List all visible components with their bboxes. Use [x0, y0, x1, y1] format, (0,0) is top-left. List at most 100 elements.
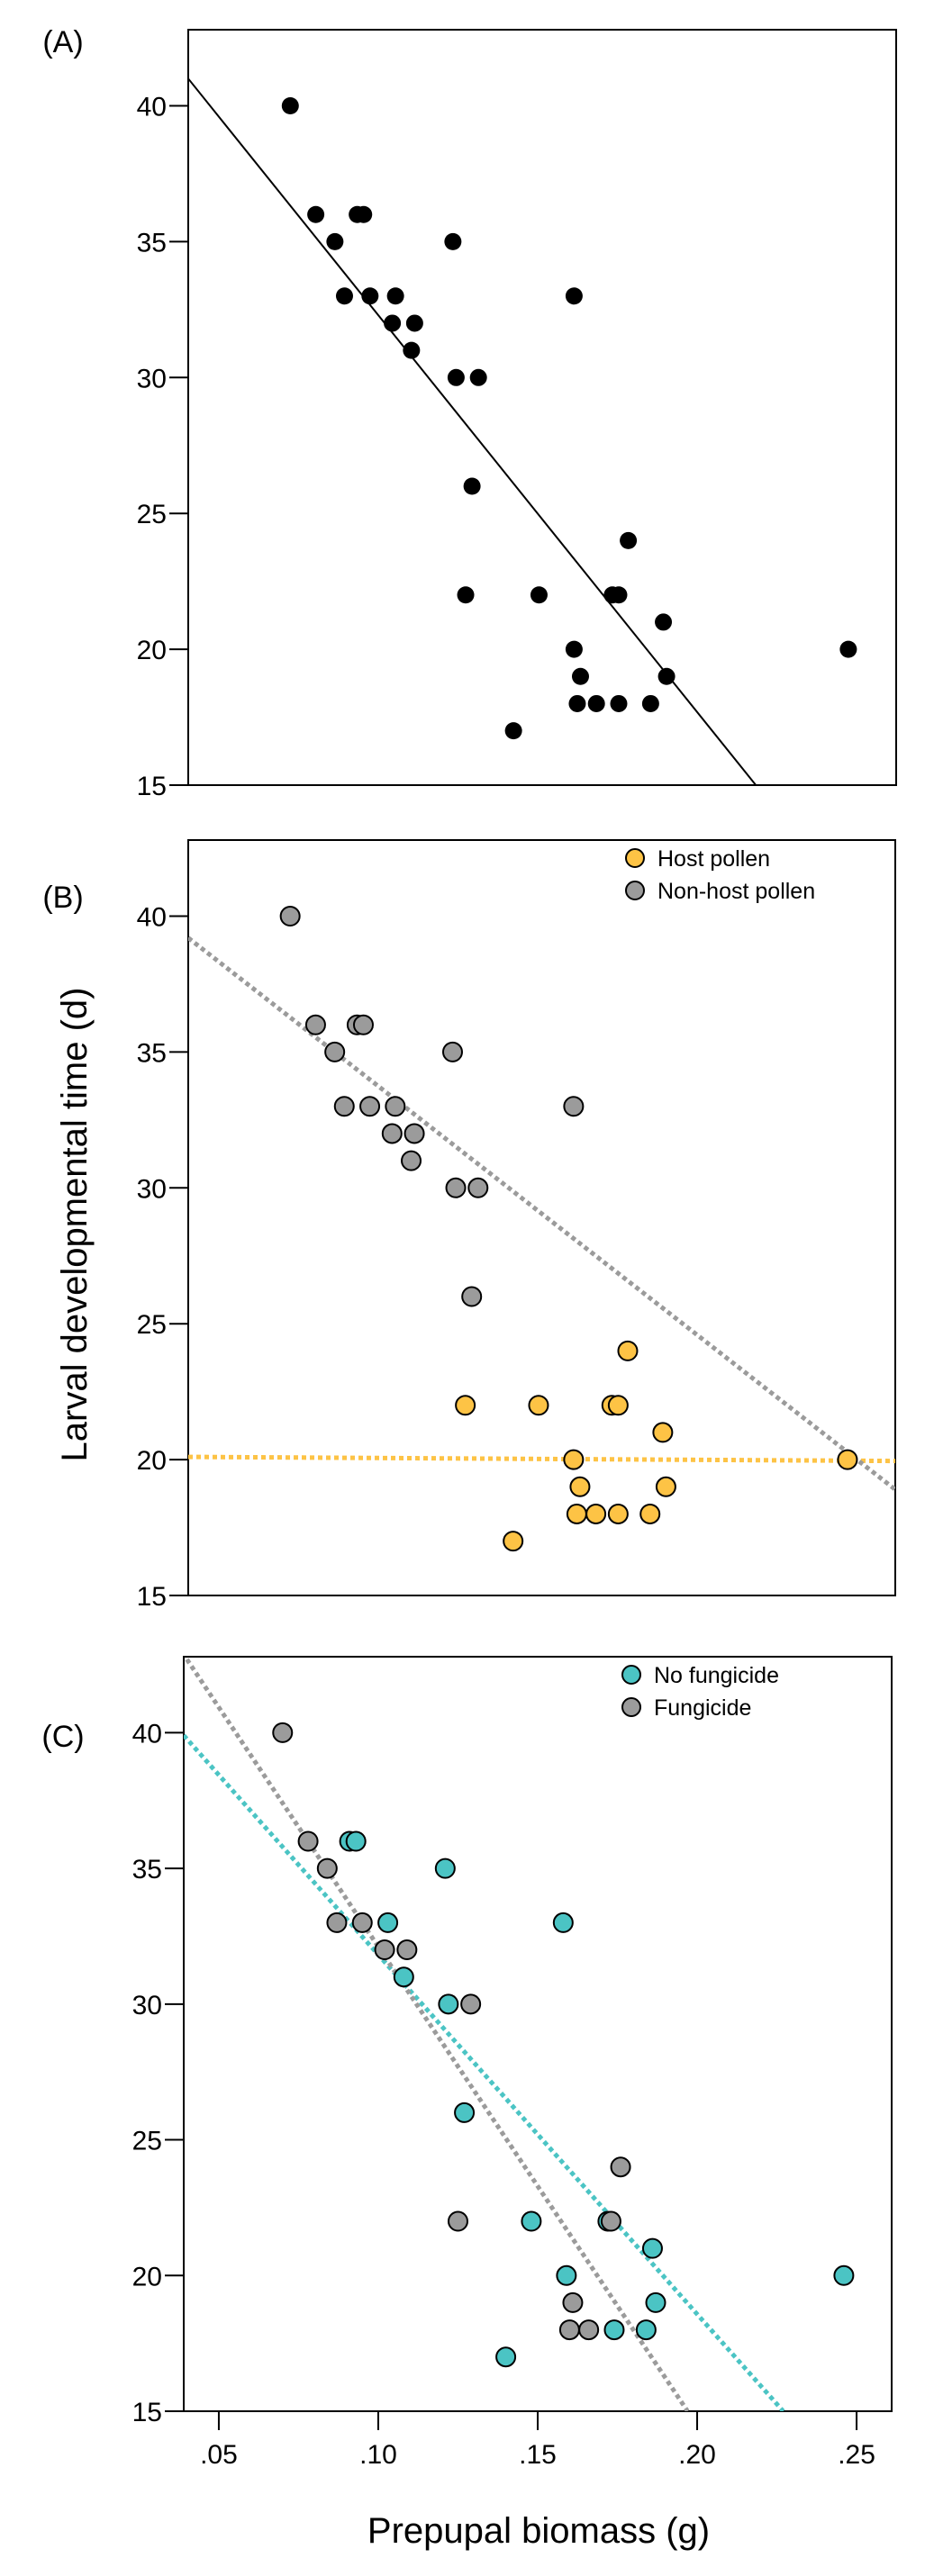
point-no-fungicide	[556, 2264, 577, 2286]
point-host-pollen	[607, 1503, 629, 1524]
point-host-pollen	[585, 1503, 607, 1524]
fit-line-no-fungicide	[184, 1733, 785, 2411]
point-all-larvae	[610, 694, 628, 712]
point-fungicide	[610, 2156, 631, 2178]
x-tick-label: .25	[838, 2440, 875, 2470]
point-no-fungicide	[377, 1912, 399, 1933]
point-all-larvae	[386, 287, 404, 305]
point-non-host-pollen	[304, 1014, 326, 1035]
point-all-larvae	[384, 314, 402, 332]
point-fungicide	[447, 2210, 468, 2232]
fit-line-host-pollen	[188, 1454, 895, 1464]
y-tick-label: 25	[132, 2127, 162, 2156]
point-host-pollen	[652, 1422, 674, 1443]
point-all-larvae	[307, 205, 325, 223]
point-host-pollen	[569, 1476, 591, 1497]
point-all-larvae	[641, 694, 659, 712]
y-tick-label: 40	[132, 1719, 162, 1749]
point-all-larvae	[620, 531, 638, 549]
point-host-pollen	[639, 1503, 661, 1524]
point-fungicide	[600, 2210, 621, 2232]
y-tick-label: 15	[137, 1582, 167, 1612]
y-tick-label: 35	[137, 228, 167, 258]
point-fungicide	[272, 1722, 294, 1743]
point-host-pollen	[528, 1395, 549, 1416]
point-no-fungicide	[641, 2237, 663, 2259]
y-tick-label: 25	[137, 500, 167, 529]
point-all-larvae	[444, 232, 462, 250]
x-tick-label: .15	[519, 2440, 557, 2470]
point-all-larvae	[447, 368, 465, 386]
plot-frame	[187, 29, 897, 786]
panel-c: (C) 15 20 25 30 35 40 .05 .10 .15 .20 .25 No fungic…	[41, 1656, 893, 2470]
point-non-host-pollen	[352, 1014, 374, 1035]
plot-frame	[187, 839, 896, 1596]
point-all-larvae	[463, 477, 481, 495]
point-all-larvae	[281, 97, 299, 115]
x-tick-label: .10	[359, 2440, 397, 2470]
point-all-larvae	[355, 205, 373, 223]
point-host-pollen	[607, 1395, 629, 1416]
point-fungicide	[460, 1993, 482, 2015]
fit-line-non-host-pollen	[188, 935, 895, 1492]
y-tick-label: 35	[137, 1038, 167, 1068]
point-all-larvae	[403, 341, 421, 359]
point-all-larvae	[530, 586, 548, 604]
point-no-fungicide	[645, 2291, 666, 2313]
point-all-larvae	[457, 586, 475, 604]
y-tick-label: 20	[137, 636, 167, 665]
y-tick-label: 30	[132, 1991, 162, 2020]
legend-label: Non-host pollen	[657, 879, 815, 904]
plot-area	[188, 906, 895, 1552]
point-no-fungicide	[521, 2210, 542, 2232]
panel-c-label: (C)	[41, 1720, 84, 1754]
x-tick-label: .20	[678, 2440, 716, 2470]
point-all-larvae	[571, 667, 589, 685]
y-axis-title: Larval developmental time (d)	[55, 988, 95, 1462]
y-tick-label: 35	[132, 1855, 162, 1885]
point-all-larvae	[657, 667, 676, 685]
legend-label: Host pollen	[657, 846, 770, 872]
point-all-larvae	[839, 640, 857, 658]
point-host-pollen	[566, 1503, 587, 1524]
y-tick-label: 25	[137, 1310, 167, 1340]
point-fungicide	[374, 1939, 395, 1961]
legend-label: No fungicide	[654, 1663, 779, 1688]
point-all-larvae	[326, 232, 344, 250]
point-all-larvae	[587, 694, 605, 712]
point-non-host-pollen	[467, 1177, 489, 1198]
point-host-pollen	[837, 1449, 858, 1470]
fit-line-all-larvae	[188, 77, 757, 785]
point-no-fungicide	[552, 1912, 574, 1933]
y-tick-label: 15	[132, 2398, 162, 2427]
point-all-larvae	[610, 586, 628, 604]
point-fungicide	[396, 1939, 418, 1961]
point-all-larvae	[504, 722, 522, 740]
legend-marker	[621, 1665, 641, 1685]
plot-area	[184, 1658, 855, 2411]
point-all-larvae	[469, 368, 487, 386]
point-non-host-pollen	[279, 906, 301, 927]
plot-area	[188, 77, 857, 785]
point-non-host-pollen	[461, 1286, 483, 1307]
point-no-fungicide	[603, 2319, 625, 2341]
legend-label: Fungicide	[654, 1695, 751, 1721]
point-non-host-pollen	[404, 1123, 425, 1144]
point-no-fungicide	[833, 2264, 855, 2286]
point-non-host-pollen	[333, 1096, 355, 1117]
point-fungicide	[326, 1912, 348, 1933]
point-host-pollen	[503, 1531, 524, 1552]
point-host-pollen	[455, 1395, 476, 1416]
panel-b: (B) 15 20 25 30 35 40 Host pollen Non-host poll…	[42, 839, 896, 1612]
point-all-larvae	[361, 287, 379, 305]
y-tick-label: 20	[137, 1446, 167, 1476]
x-tick-label: .05	[200, 2440, 238, 2470]
point-host-pollen	[655, 1476, 676, 1497]
point-non-host-pollen	[441, 1041, 463, 1062]
panel-b-label: (B)	[42, 881, 83, 915]
y-tick-label: 40	[137, 93, 167, 122]
legend-marker	[621, 1697, 641, 1717]
x-axis-title: Prepupal biomass (g)	[367, 2511, 710, 2551]
point-fungicide	[578, 2319, 600, 2341]
